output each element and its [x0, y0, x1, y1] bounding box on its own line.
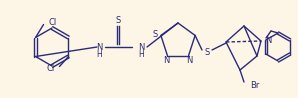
- Text: S: S: [204, 48, 209, 57]
- Text: H: H: [96, 49, 102, 59]
- Text: N: N: [163, 56, 170, 65]
- Text: N: N: [265, 35, 271, 44]
- Text: H: H: [138, 49, 144, 59]
- Text: N: N: [138, 43, 144, 52]
- Text: Cl: Cl: [46, 64, 55, 73]
- Text: N: N: [186, 56, 193, 65]
- Text: Cl: Cl: [49, 18, 57, 27]
- Text: S: S: [115, 15, 121, 24]
- Text: Br: Br: [250, 80, 259, 89]
- Text: S: S: [152, 30, 158, 39]
- Text: N: N: [96, 43, 102, 52]
